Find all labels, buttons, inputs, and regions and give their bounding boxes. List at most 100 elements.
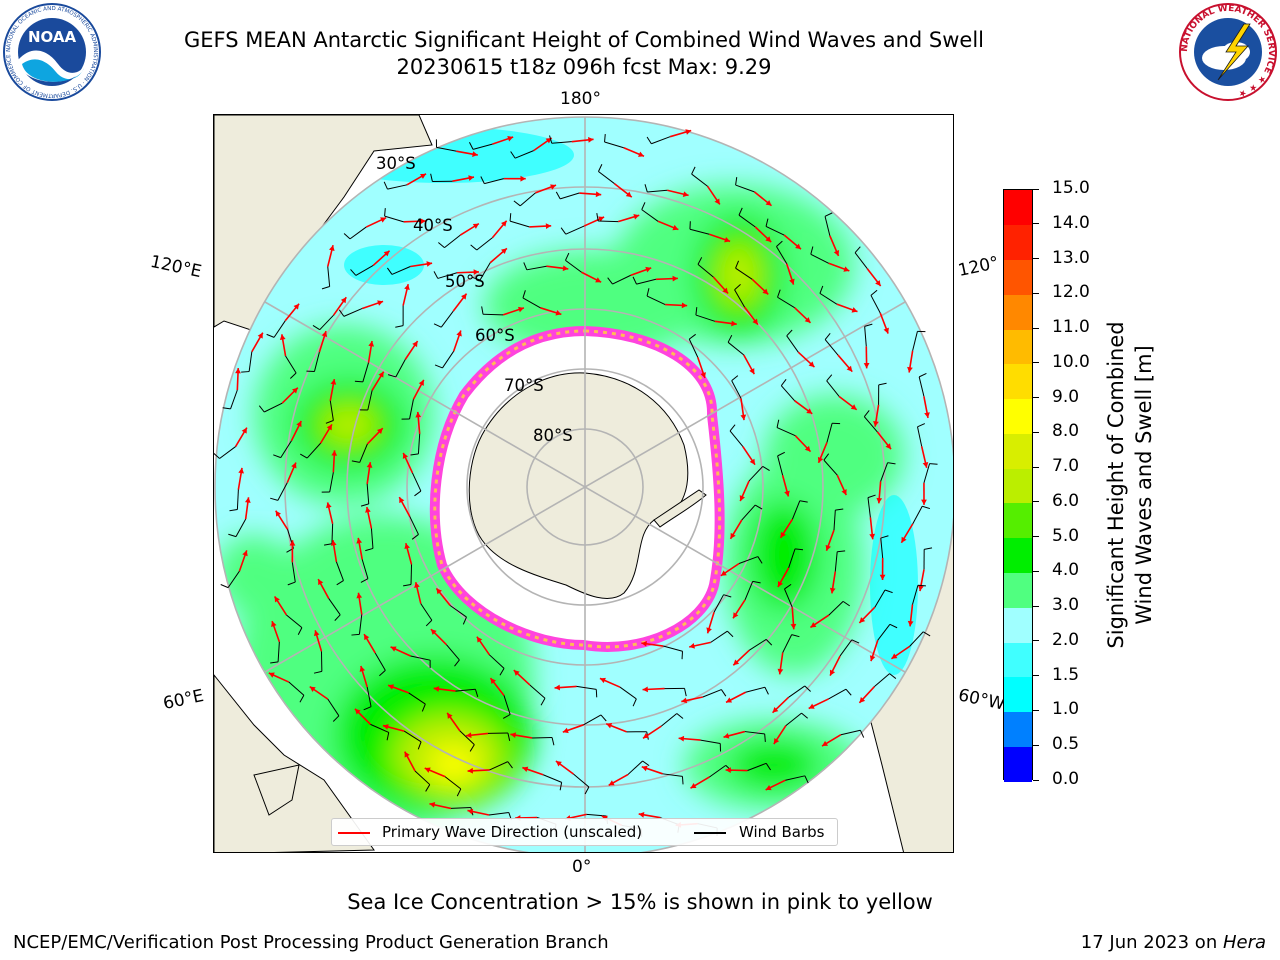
wind-barb-staff xyxy=(918,376,925,397)
wind-barb-staff xyxy=(840,729,861,736)
wave-arrow-head xyxy=(365,506,371,513)
wind-barb-staff xyxy=(864,326,867,347)
wind-barb-flag xyxy=(823,453,830,461)
wave-arrow-head xyxy=(289,540,296,546)
colorbar-segment xyxy=(1004,224,1032,261)
wave-arrow-head xyxy=(765,784,772,791)
wind-barb-flag xyxy=(559,782,563,791)
lat-label-70s: 70°S xyxy=(504,376,544,395)
wave-arrow-head xyxy=(859,617,866,623)
wave-arrow-head xyxy=(806,408,813,414)
wind-barb-flag xyxy=(723,594,732,598)
wind-barb-flag xyxy=(878,382,887,386)
colorbar-tick-label: 1.0 xyxy=(1052,699,1080,720)
wind-barb-staff xyxy=(641,209,659,222)
wind-barb-staff xyxy=(522,297,541,309)
date-system: Hera xyxy=(1222,932,1266,953)
wave-arrow-head xyxy=(436,588,442,595)
wind-barb-staff xyxy=(235,518,247,537)
wind-barb-staff xyxy=(551,141,572,144)
wind-barb-staff xyxy=(273,320,286,338)
colorbar-tick xyxy=(1033,675,1039,677)
colorbar-tick-label: 9.0 xyxy=(1052,386,1080,407)
wind-barb-flag xyxy=(864,323,873,327)
wave-arrow-head xyxy=(682,191,689,197)
colorbar-segment xyxy=(1004,190,1032,226)
wind-barb-flag xyxy=(241,371,250,373)
credit-line: NCEP/EMC/Verification Post Processing Pr… xyxy=(13,932,609,953)
colorbar-tick xyxy=(1033,536,1039,538)
wind-barb-staff xyxy=(560,192,580,200)
wave-arrow-head xyxy=(749,368,755,375)
wave-arrow-head xyxy=(513,670,520,676)
wind-barb-staff xyxy=(854,252,868,269)
wave-arrow-head xyxy=(907,366,913,373)
wind-barb-staff xyxy=(745,686,766,693)
wind-barb-staff xyxy=(788,685,806,698)
wave-arrow-head xyxy=(545,223,552,229)
antarctica-landmass xyxy=(468,372,689,599)
wind-barb-flag xyxy=(765,639,773,646)
wind-barb-staff xyxy=(395,359,406,378)
wave-arrow-head xyxy=(863,363,870,369)
wind-barb-flag xyxy=(540,698,546,706)
wind-barb-staff xyxy=(358,614,363,635)
wind-barb-flag xyxy=(859,730,865,738)
noaa-logo: NOAA NATIONAL OCEANIC AND ATMOSPHERIC AD… xyxy=(2,2,101,101)
wind-barb-staff xyxy=(440,310,454,328)
wind-barb-staff xyxy=(833,510,836,531)
wave-arrow-head xyxy=(739,495,745,502)
wind-barb-staff xyxy=(651,136,671,145)
wind-barb-flag xyxy=(842,600,851,607)
wind-barb-staff xyxy=(328,598,341,616)
wind-barb-staff xyxy=(565,259,582,273)
wind-barb-staff xyxy=(735,184,755,193)
lat-label-80s: 80°S xyxy=(533,426,573,445)
wind-barb-staff xyxy=(573,773,590,788)
wind-barb-flag xyxy=(555,191,561,200)
wave-arrow-head xyxy=(296,421,302,428)
wave-arrow-head xyxy=(749,458,755,465)
wave-arrow-head xyxy=(378,371,384,378)
wind-barb-flag xyxy=(776,240,783,247)
wind-barb-staff xyxy=(828,600,844,616)
wind-barb-flag xyxy=(430,173,433,182)
wind-barb-staff xyxy=(410,655,431,661)
wind-barb-flag xyxy=(695,307,698,316)
wave-arrow-head xyxy=(368,340,375,347)
wave-arrow-head xyxy=(329,245,335,252)
wind-barb-staff xyxy=(909,631,924,647)
wind-barb-staff xyxy=(586,813,607,817)
wave-arrow-head xyxy=(466,732,472,739)
wave-arrow-head xyxy=(326,502,332,509)
wave-arrow-head xyxy=(275,510,281,517)
wind-barb-flag xyxy=(684,688,687,697)
wind-barb-staff xyxy=(437,272,458,279)
wave-arrow-head xyxy=(414,582,420,588)
wave-arrow-head xyxy=(714,198,720,205)
wave-arrow-head xyxy=(472,151,478,157)
colorbar-tick xyxy=(1033,709,1039,711)
wave-arrow-head xyxy=(555,761,562,767)
wind-barb-staff xyxy=(863,416,878,433)
wave-arrow-head xyxy=(309,686,316,693)
wind-barb-staff xyxy=(912,506,923,525)
wind-barb-staff xyxy=(776,246,788,264)
wind-barb-flag xyxy=(509,213,512,222)
wind-barb-staff xyxy=(598,220,619,223)
wind-barb-flag xyxy=(922,505,931,510)
wind-barb-staff xyxy=(834,551,838,572)
wave-arrow-head xyxy=(242,550,248,557)
wave-arrow-head xyxy=(765,200,772,206)
wind-barb-staff xyxy=(661,713,678,727)
colorbar-tick-label: 0.5 xyxy=(1052,734,1080,755)
wave-arrow-head xyxy=(645,266,652,273)
lat-label-30s: 30°S xyxy=(376,154,416,173)
meridian-label-upper-left: 120°E xyxy=(148,251,204,283)
wind-barb-flag xyxy=(270,497,279,501)
wind-barb-flag xyxy=(646,288,650,297)
colorbar-segment xyxy=(1004,468,1032,504)
wave-arrow-head xyxy=(318,579,324,586)
wind-barb-staff xyxy=(738,214,756,228)
colorbar-tick-label: 14.0 xyxy=(1052,212,1090,233)
